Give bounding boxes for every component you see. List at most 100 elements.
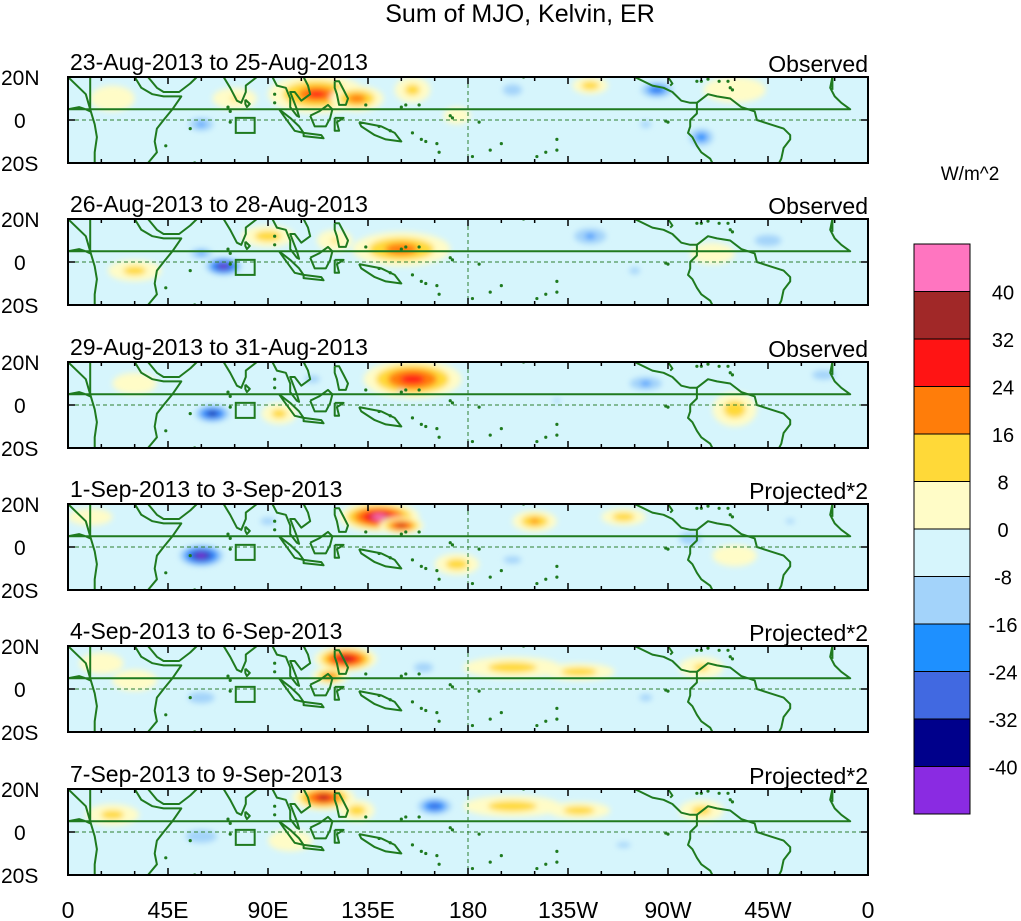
island (226, 105, 230, 109)
y-tick-label: 20S (1, 865, 38, 888)
island (488, 433, 492, 437)
island (706, 77, 710, 81)
island (273, 804, 277, 808)
panel-date-range: 4-Sep-2013 to 6-Sep-2013 (70, 618, 342, 644)
y-tick-label: 20S (1, 153, 38, 176)
island (424, 139, 428, 144)
coastline (68, 362, 852, 398)
panel-map (67, 361, 869, 449)
island (435, 284, 439, 288)
anomaly-blob (629, 267, 641, 275)
island (228, 821, 232, 825)
colorbar-label: 40 (992, 283, 1014, 305)
island (544, 435, 548, 439)
island (410, 843, 415, 847)
coastline (271, 362, 312, 403)
island (228, 689, 232, 693)
coastline (333, 543, 345, 559)
island (695, 364, 699, 368)
island (424, 708, 428, 713)
island (448, 541, 452, 545)
panel-6: 7-Sep-2013 to 9-Sep-2013 Projected*2 20N 0 2… (1, 761, 869, 888)
coastline (278, 108, 305, 134)
anomaly-blob (112, 669, 157, 692)
island (435, 427, 439, 431)
island (226, 532, 230, 536)
anomaly-blob (429, 803, 441, 809)
island (470, 296, 475, 301)
anomaly-blob (712, 544, 757, 567)
y-tick-label: 20S (1, 722, 38, 745)
y-tick-label: 0 (14, 110, 26, 133)
coastline (244, 383, 251, 394)
anomaly-blob (254, 230, 282, 242)
coastline (244, 98, 251, 109)
island (188, 554, 192, 558)
anomaly-blob (639, 694, 652, 702)
island (435, 854, 439, 858)
anomaly-blob (400, 374, 425, 385)
island (448, 683, 452, 687)
island (695, 79, 699, 83)
island (273, 386, 277, 390)
anomaly-blob (612, 512, 635, 522)
anomaly-blob (404, 84, 421, 96)
island (717, 364, 721, 368)
coastline (823, 504, 834, 517)
island (728, 86, 732, 90)
island (728, 513, 732, 517)
island (726, 79, 730, 83)
colorbar-swatch (913, 386, 971, 435)
coastline (214, 362, 258, 389)
island (695, 221, 699, 225)
island (699, 221, 703, 225)
island (417, 815, 421, 819)
island (188, 412, 192, 416)
y-tick-label: 20N (1, 67, 40, 90)
island (450, 685, 455, 689)
panel-status: Projected*2 (749, 763, 868, 789)
coastline (667, 646, 674, 656)
island (706, 646, 710, 650)
island (404, 388, 408, 392)
island (388, 129, 392, 133)
island (726, 364, 730, 368)
island (699, 791, 703, 795)
island (364, 388, 368, 392)
island (450, 258, 455, 262)
island (470, 581, 475, 586)
island (228, 251, 232, 255)
panel-date-range: 29-Aug-2013 to 31-Aug-2013 (70, 334, 368, 360)
panel-date-range: 23-Aug-2013 to 25-Aug-2013 (70, 49, 368, 75)
coastline (214, 77, 258, 104)
island (477, 120, 481, 124)
island (717, 221, 721, 225)
coastline (333, 401, 345, 417)
island (189, 164, 192, 167)
colorbar-label: -40 (989, 758, 1018, 780)
coastline (214, 504, 258, 531)
colorbar-swatch (913, 528, 971, 577)
island (417, 245, 421, 249)
y-tick-label: 20N (1, 636, 40, 659)
x-tick-label: 0 (862, 897, 875, 921)
island (399, 817, 403, 821)
island (730, 230, 735, 234)
island (535, 866, 539, 871)
coastline (302, 843, 325, 852)
x-tick-label: 90W (644, 897, 692, 921)
island (488, 575, 492, 579)
island (511, 642, 514, 645)
island (435, 142, 439, 146)
anomaly-blob (640, 120, 652, 128)
island (666, 832, 670, 836)
anomaly-blob (339, 656, 352, 662)
coastline (309, 530, 334, 555)
island (511, 785, 514, 788)
anomaly-blob (502, 84, 522, 96)
anomaly-blob (503, 556, 522, 564)
y-tick-label: 0 (14, 822, 26, 845)
island (518, 73, 521, 76)
x-tick-label: 180 (449, 897, 487, 921)
coastline (358, 121, 403, 143)
